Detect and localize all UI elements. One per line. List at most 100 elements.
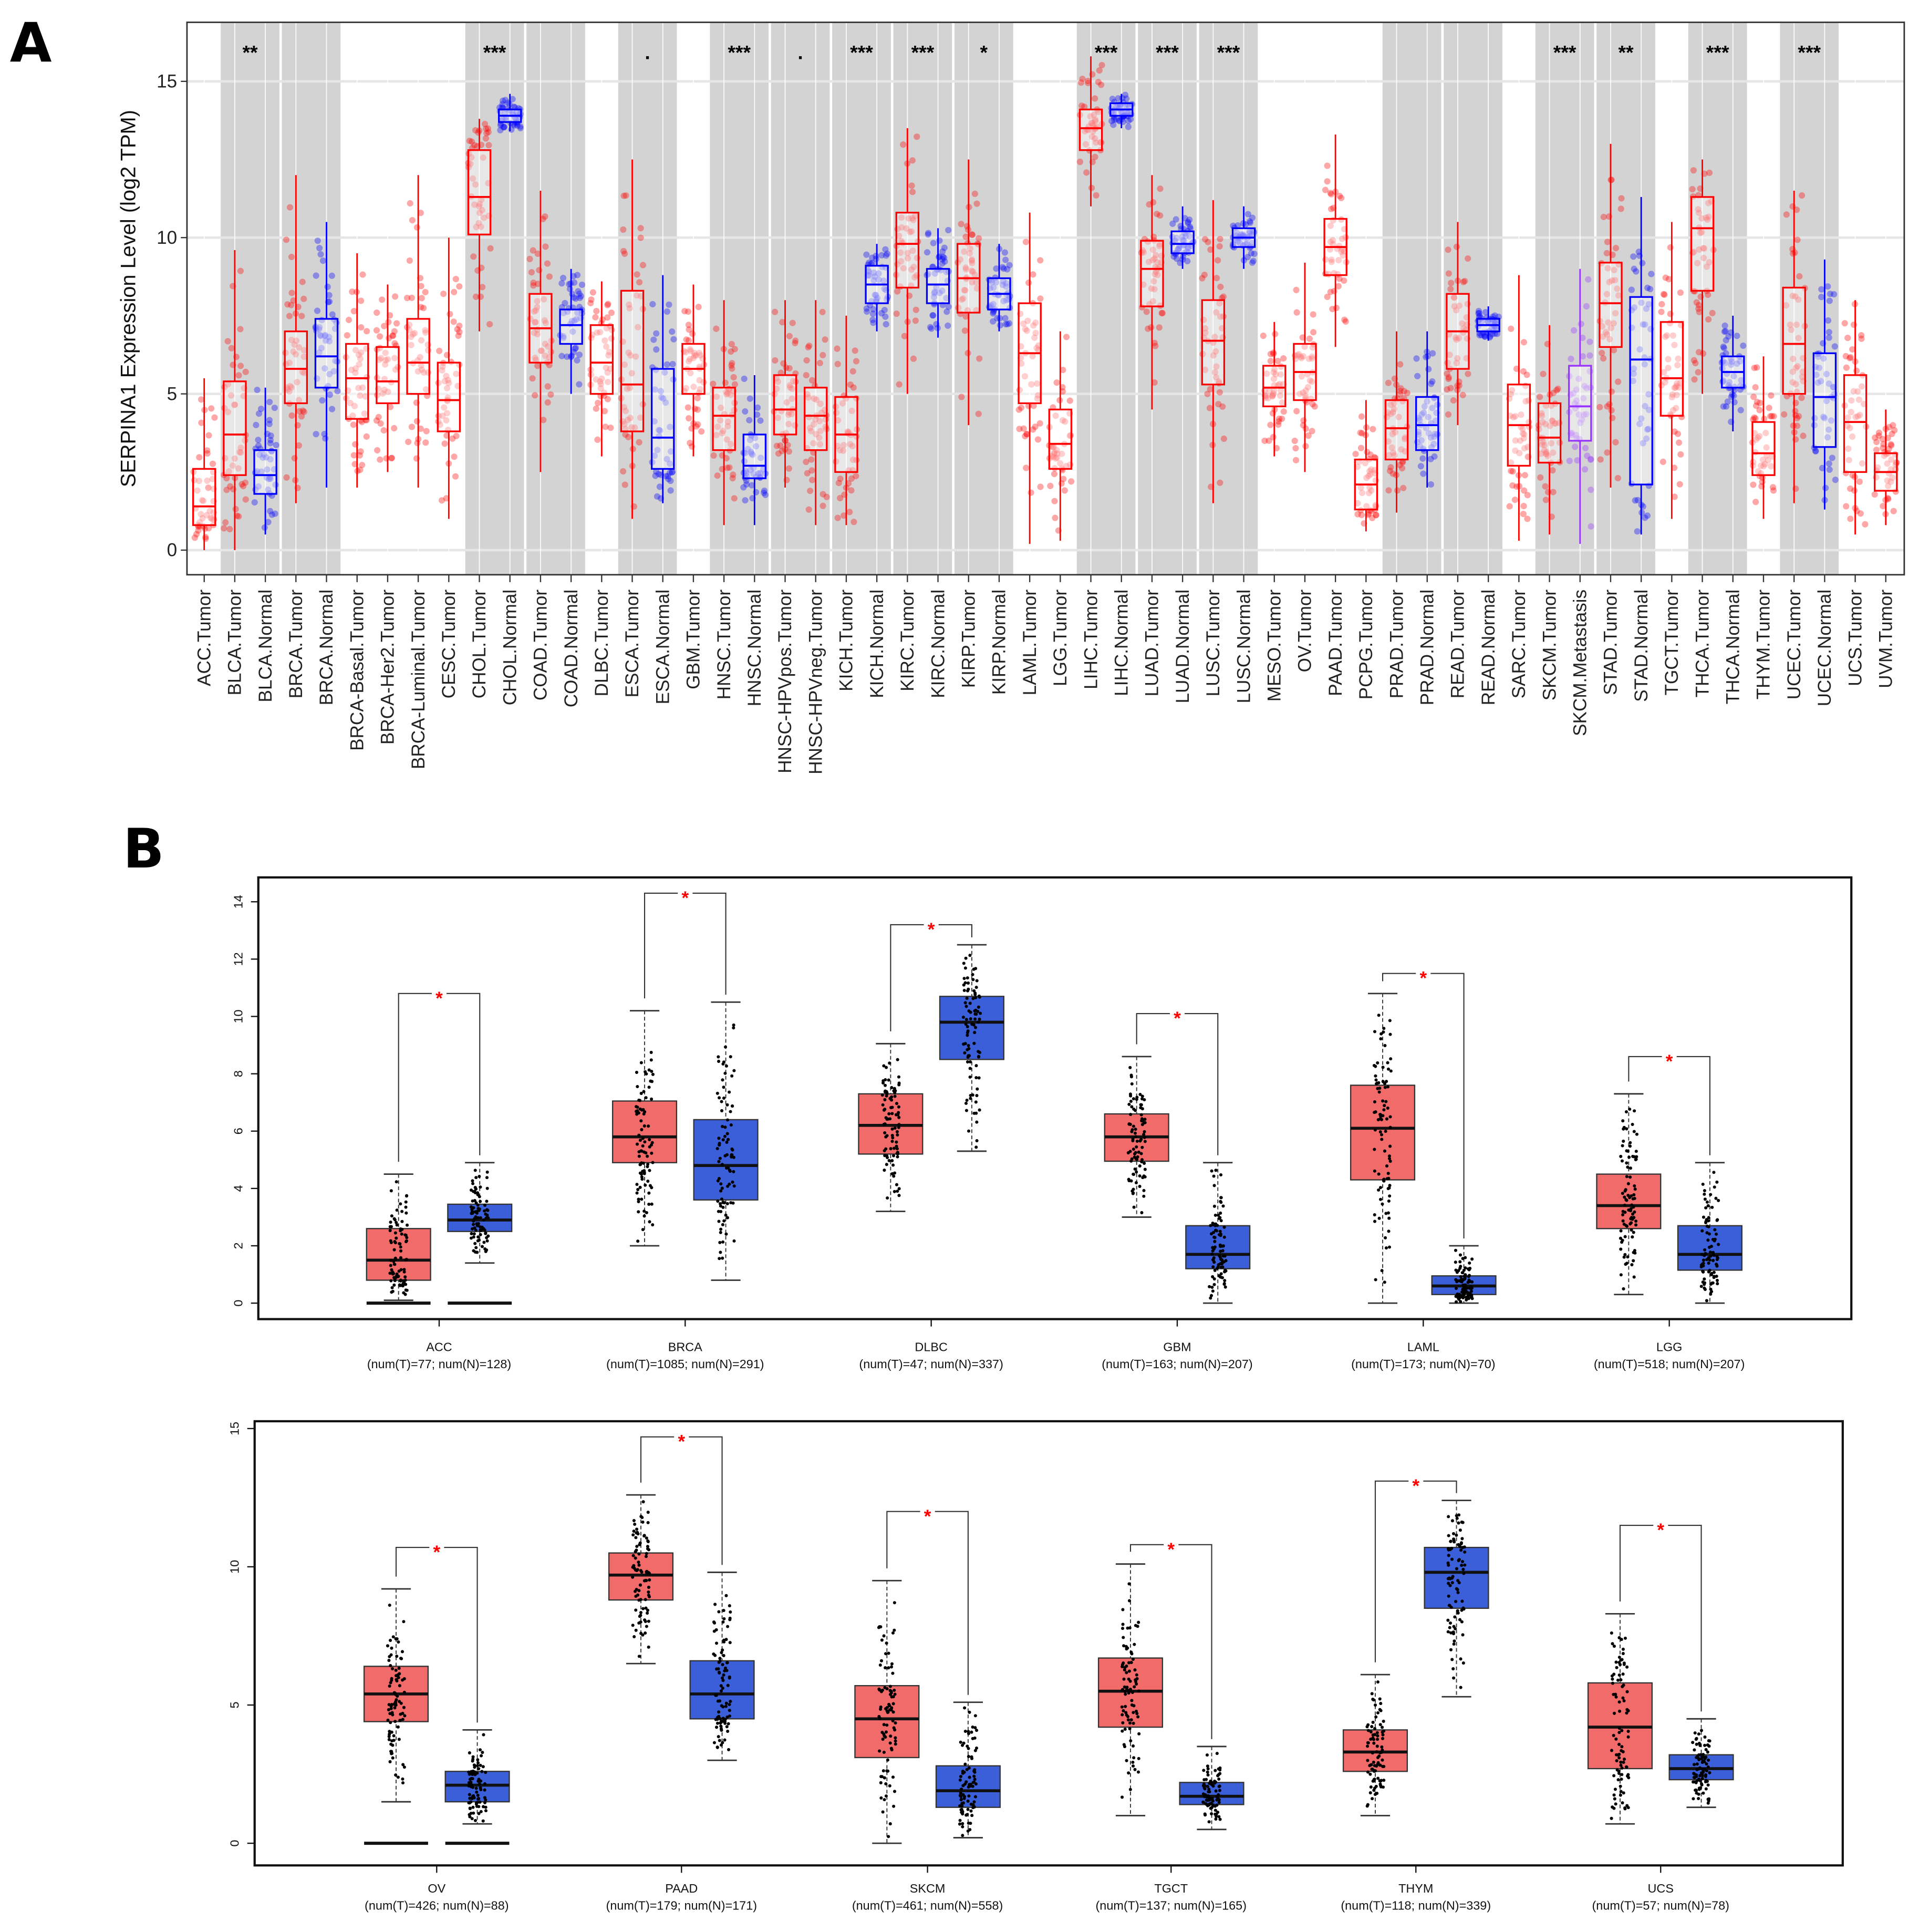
jitter-point — [642, 1169, 646, 1173]
jitter-point — [977, 1076, 981, 1080]
jitter-point — [972, 1769, 976, 1773]
jitter-point — [1219, 1232, 1222, 1236]
jitter-point — [725, 1103, 729, 1107]
jitter-point — [379, 390, 386, 397]
jitter-point — [822, 336, 828, 343]
jitter-point — [1826, 297, 1833, 304]
jitter-point — [718, 1257, 721, 1261]
jitter-point — [883, 1131, 887, 1135]
jitter-point — [221, 525, 227, 532]
jitter-point — [1219, 1272, 1223, 1276]
jitter-point — [961, 1784, 965, 1788]
jitter-point — [848, 487, 855, 494]
jitter-point — [687, 369, 694, 377]
jitter-point — [440, 291, 447, 297]
jitter-point — [973, 1031, 977, 1035]
jitter-point — [344, 332, 350, 339]
significance-label: *** — [1156, 42, 1179, 64]
jitter-point — [1387, 1199, 1391, 1203]
significance-label: . — [797, 42, 803, 64]
jitter-point — [1022, 433, 1029, 440]
jitter-point — [785, 411, 792, 418]
jitter-point — [726, 1730, 730, 1733]
jitter-point — [641, 1108, 645, 1111]
jitter-point — [1220, 435, 1227, 442]
jitter-point — [475, 1790, 479, 1794]
jitter-point — [1386, 1067, 1391, 1071]
jitter-point — [469, 1812, 473, 1815]
jitter-point — [468, 154, 475, 161]
jitter-point — [449, 435, 456, 442]
jitter-point — [727, 391, 734, 398]
y-tick-label: 10 — [227, 1560, 241, 1574]
jitter-point — [1127, 1771, 1130, 1775]
jitter-point — [1371, 1720, 1375, 1724]
box — [1659, 321, 1684, 417]
jitter-point — [1201, 236, 1209, 243]
jitter-point — [1458, 1253, 1462, 1257]
jitter-point — [299, 407, 306, 414]
jitter-point — [880, 1093, 884, 1097]
y-tick-label: 4 — [231, 1185, 245, 1192]
y-tick-label: 0 — [167, 540, 178, 561]
jitter-point — [790, 378, 797, 385]
jitter-point — [1588, 456, 1594, 463]
jitter-point — [977, 1050, 980, 1053]
jitter-point — [1219, 1196, 1223, 1200]
jitter-point — [1222, 1235, 1226, 1239]
jitter-point — [717, 1710, 721, 1714]
jitter-point — [1210, 1805, 1214, 1809]
box — [1415, 396, 1439, 451]
jitter-point — [1705, 1299, 1708, 1303]
jitter-point — [1373, 1111, 1376, 1114]
jitter-point — [670, 336, 677, 343]
x-tick-label: PRAD.Normal — [1417, 590, 1437, 705]
jitter-point — [888, 1741, 892, 1745]
jitter-point — [1037, 483, 1044, 490]
jitter-point — [816, 359, 823, 367]
jitter-point — [399, 1256, 403, 1259]
jitter-point — [973, 1012, 977, 1016]
jitter-point — [1470, 1257, 1474, 1261]
jitter-point — [888, 1784, 891, 1788]
jitter-point — [267, 437, 274, 443]
jitter-point — [962, 962, 966, 965]
jitter-point — [806, 425, 814, 431]
jitter-point — [1378, 1697, 1382, 1701]
jitter-point — [972, 1041, 976, 1045]
jitter-point — [667, 478, 674, 484]
jitter-point — [1143, 308, 1150, 315]
jitter-point — [597, 380, 604, 387]
jitter-point — [893, 1601, 896, 1605]
jitter-point — [1210, 1252, 1214, 1256]
jitter-point — [500, 123, 507, 130]
jitter-point — [637, 1563, 641, 1567]
jitter-point — [509, 96, 516, 102]
jitter-point — [265, 486, 272, 493]
jitter-point — [713, 1654, 717, 1657]
jitter-point — [471, 1805, 475, 1809]
jitter-point — [1783, 211, 1790, 218]
jitter-point — [1824, 317, 1832, 324]
jitter-point — [1212, 1184, 1216, 1187]
jitter-point — [1712, 1171, 1716, 1174]
jitter-point — [470, 253, 477, 260]
jitter-point — [1382, 1027, 1386, 1030]
group-sample-sizes: (num(T)=461; num(N)=558) — [852, 1899, 1003, 1913]
jitter-point — [1633, 1184, 1636, 1188]
jitter-point — [637, 1200, 640, 1204]
jitter-point — [1873, 447, 1880, 453]
jitter-point — [604, 314, 611, 321]
jitter-point — [1137, 1757, 1140, 1760]
jitter-point — [349, 288, 356, 295]
jitter-point — [534, 250, 541, 257]
jitter-point — [417, 354, 423, 360]
jitter-point — [895, 1147, 899, 1151]
jitter-point — [717, 1055, 720, 1059]
jitter-point — [963, 1042, 967, 1046]
jitter-point — [1385, 1164, 1389, 1168]
jitter-point — [943, 308, 950, 315]
jitter-point — [628, 424, 635, 431]
jitter-point — [625, 433, 632, 440]
jitter-point — [890, 1662, 894, 1666]
